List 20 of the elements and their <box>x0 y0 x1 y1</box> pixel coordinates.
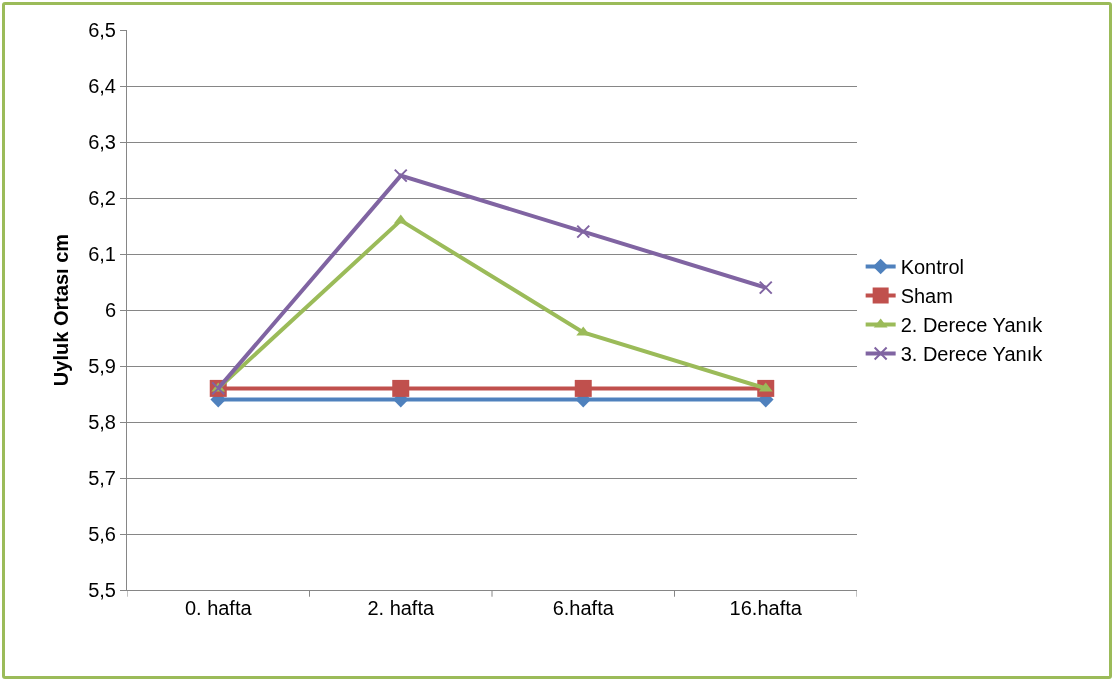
y-tick-label: 5,7 <box>88 467 116 489</box>
y-tick-label: 6,5 <box>88 19 116 41</box>
y-tick-label: 6,2 <box>88 187 116 209</box>
legend-label: 3. Derece Yanık <box>900 343 1044 366</box>
y-tick-label: 6,1 <box>88 243 116 265</box>
x-tick-label: 2. hafta <box>367 597 435 619</box>
x-tick-label: 0. hafta <box>184 597 253 619</box>
y-tick-label: 6,3 <box>88 131 116 153</box>
legend-label: Kontrol <box>900 256 965 279</box>
y-tick-label: 6 <box>104 299 116 321</box>
legend-label: Sham <box>900 285 953 308</box>
y-tick-label: 5,8 <box>88 411 116 433</box>
legend-label: 2. Derece Yanık <box>900 314 1044 337</box>
y-tick-label: 5,6 <box>88 523 116 545</box>
y-tick-label: 5,5 <box>88 579 116 601</box>
y-tick-label: 5,9 <box>88 355 116 377</box>
y-axis-title: Uyluk Ortası cm <box>49 233 72 387</box>
x-tick-label: 6.hafta <box>552 597 615 619</box>
y-tick-label: 6,4 <box>88 75 116 97</box>
x-tick-label: 16.hafta <box>729 597 803 619</box>
